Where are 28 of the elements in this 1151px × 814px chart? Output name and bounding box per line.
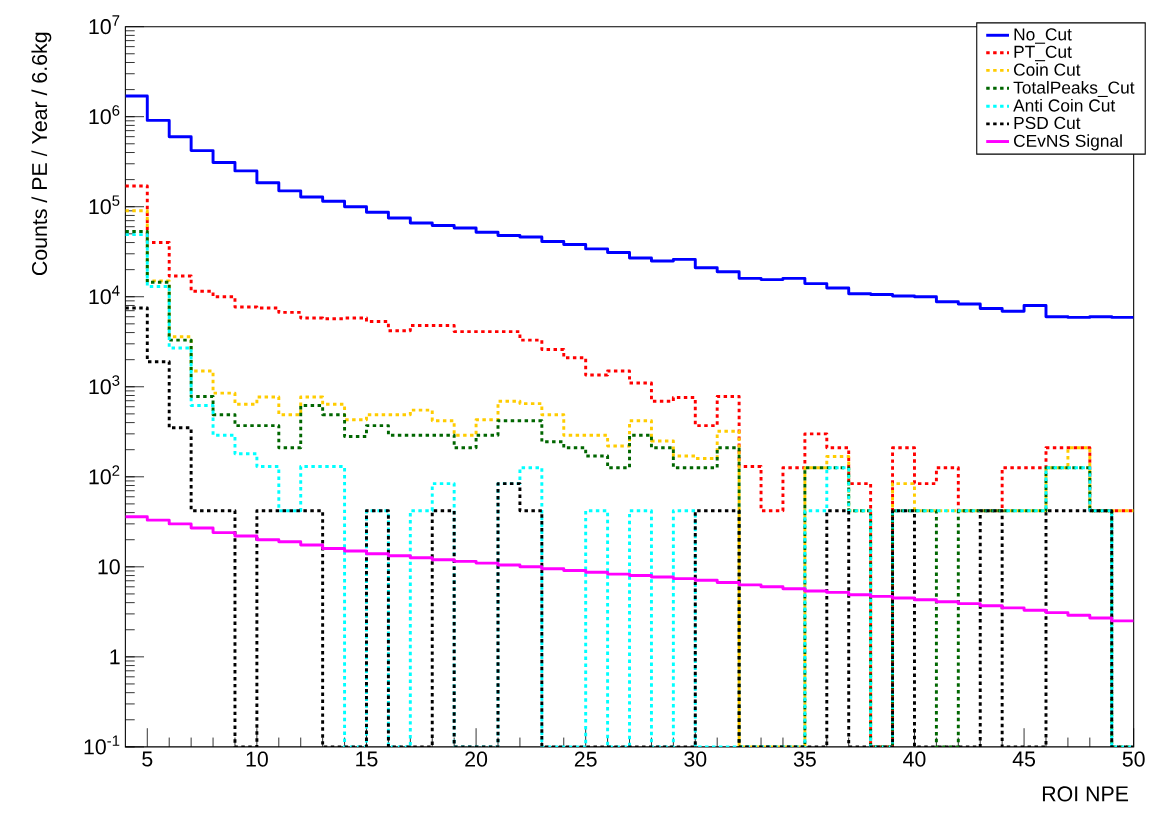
y-tick-label: 10$^{-1}$	[84, 735, 120, 755]
y-tick-label: 10$^{3}$	[89, 375, 120, 395]
x-tick-label: 40	[903, 751, 926, 767]
x-tick-label: 30	[684, 751, 707, 767]
x-tick-label: 20	[465, 751, 488, 767]
legend-label: TotalPeaks_Cut	[1013, 81, 1135, 98]
y-tick-label: 10$^{7}$	[89, 15, 120, 35]
x-tick-label: 15	[356, 751, 378, 767]
legend-label: Coin Cut	[1014, 63, 1081, 77]
x-tick-label: 25	[574, 751, 597, 767]
y-tick-label: 10$^{2}$	[89, 465, 120, 485]
legend-label: No_Cut	[1014, 28, 1072, 44]
x-tick-label: 50	[1122, 751, 1145, 767]
y-tick-label: 10	[98, 559, 120, 575]
x-tick-label: 35	[793, 751, 816, 767]
legend-label: PSD Cut	[1014, 117, 1081, 130]
x-tick-label: 10	[246, 751, 268, 767]
x-axis-title: ROI NPE	[1042, 786, 1129, 802]
legend-label: Anti Coin Cut	[1013, 99, 1116, 112]
x-tick-label: 45	[1012, 751, 1036, 767]
y-tick-label: 10$^{4}$	[89, 285, 120, 305]
x-tick-label: 5	[142, 751, 153, 767]
y-tick-label: 1	[110, 649, 120, 665]
y-axis-title: Counts / PE / Year / 6.6kg	[31, 32, 52, 276]
y-tick-label: 10$^{6}$	[89, 105, 120, 125]
legend-label: PT_Cut	[1014, 45, 1072, 62]
y-tick-label: 10$^{5}$	[89, 195, 120, 215]
legend-label: CEvNS Signal	[1014, 134, 1122, 151]
